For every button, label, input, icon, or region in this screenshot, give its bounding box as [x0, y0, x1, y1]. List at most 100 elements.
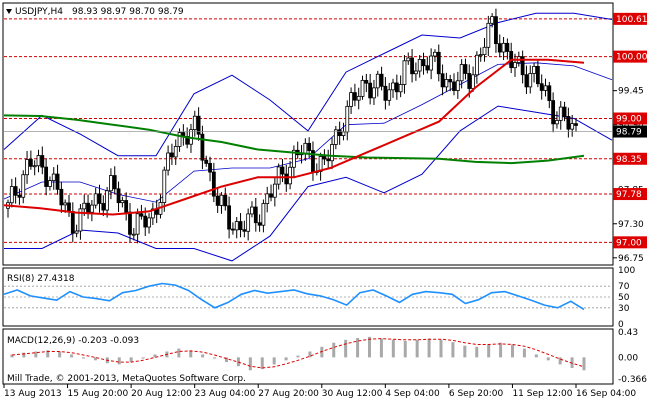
candle-body-67	[261, 203, 266, 226]
rsi-tick-label-1: 70	[618, 282, 630, 292]
candle-body-109	[421, 59, 426, 67]
candle-body-133	[513, 62, 517, 69]
candle-body-51	[200, 133, 205, 161]
candle-body-32	[128, 211, 132, 235]
ohlc-values: 98.93 98.97 98.70 98.79	[72, 7, 184, 17]
candle-body-100	[387, 89, 392, 101]
macd-bar-45	[546, 357, 550, 361]
candle-body-84	[326, 158, 331, 162]
candle-body-41	[162, 169, 167, 203]
candle-body-126	[486, 22, 491, 48]
macd-bar-18	[225, 357, 228, 363]
candle-body-49	[192, 115, 197, 131]
candle-body-92	[356, 95, 361, 101]
time-tick-label-2: 20 Aug 12:00	[131, 389, 192, 399]
candle-body-61	[238, 221, 243, 231]
macd-bar-41	[499, 342, 503, 358]
macd-bar-30	[368, 336, 371, 358]
macd-bar-15	[189, 350, 193, 358]
macd-bar-10	[129, 357, 133, 363]
candle-body-83	[322, 156, 327, 160]
level-tag-2	[613, 112, 647, 125]
candle-body-28	[112, 175, 117, 190]
macd-bar-9	[117, 357, 121, 365]
macd-bar-43	[522, 348, 526, 358]
candle-body-113	[436, 51, 441, 75]
candle-body-135	[520, 56, 525, 76]
level-tag-3	[613, 152, 647, 165]
current-price-label: 98.79	[616, 128, 642, 138]
time-tick-label-8: 11 Sep 12:00	[512, 389, 572, 399]
candle-body-145	[558, 106, 563, 121]
time-tick-label-7: 6 Sep 20:00	[449, 389, 504, 399]
candle-body-29	[116, 188, 121, 204]
candle-body-124	[478, 54, 483, 56]
candle-body-24	[97, 193, 102, 204]
candle-body-54	[211, 171, 216, 197]
macd-bar-32	[391, 339, 395, 358]
candle-body-36	[143, 215, 148, 228]
candle-body-125	[482, 46, 487, 55]
macd-bar-23	[284, 357, 288, 361]
candle-body-59	[231, 228, 235, 231]
candle-body-79	[307, 142, 312, 151]
candle-body-102	[394, 82, 399, 93]
macd-title: MACD(12,26,9) -0.203 -0.093	[7, 336, 139, 346]
candle-body-117	[452, 81, 456, 91]
candle-body-30	[120, 200, 125, 204]
macd-bar-42	[511, 344, 514, 358]
macd-bar-3	[46, 350, 50, 358]
candle-body-13	[55, 173, 60, 190]
candle-body-146	[562, 106, 567, 117]
candle-body-87	[337, 129, 342, 137]
candle-body-9	[40, 155, 45, 168]
macd-bar-35	[427, 338, 431, 358]
candle-body-4	[21, 174, 26, 198]
macd-bar-47	[570, 357, 574, 368]
macd-bar-44	[534, 354, 538, 358]
macd-bar-7	[93, 357, 97, 361]
candle-body-140	[539, 83, 544, 91]
candle-body-52	[204, 159, 209, 164]
macd-bar-1	[22, 352, 26, 358]
candle-body-73	[284, 173, 289, 185]
time-tick-label-9: 16 Sep 04:00	[576, 389, 636, 399]
symbol-label: USDJPY,H4	[15, 7, 63, 17]
candle-body-69	[269, 193, 273, 198]
candle-body-75	[292, 149, 296, 168]
macd-bar-11	[141, 357, 145, 359]
candle-body-82	[318, 156, 323, 172]
candle-body-116	[448, 79, 453, 83]
candle-body-63	[246, 213, 251, 232]
candle-body-149	[574, 123, 578, 126]
collapse-triangle-icon[interactable]	[6, 9, 12, 14]
macd-bar-20	[248, 357, 252, 371]
copyright-text: Mill Trade, © 2001-2013, MetaQuotes Soft…	[7, 374, 246, 384]
candle-body-129	[497, 43, 502, 53]
candle-body-53	[208, 163, 212, 173]
candle-body-43	[170, 152, 174, 158]
bollinger-lower-band	[4, 105, 613, 262]
level-tag-label-3: 98.35	[616, 155, 642, 165]
macd-bar-25	[308, 351, 312, 358]
candle-body-12	[51, 173, 56, 181]
candle-body-138	[532, 66, 536, 74]
candle-body-142	[547, 85, 552, 101]
candle-body-5	[25, 159, 29, 176]
candle-body-71	[276, 166, 281, 185]
level-tag-1	[613, 50, 647, 63]
time-tick-label-4: 27 Aug 20:00	[258, 389, 319, 399]
candle-body-57	[223, 194, 228, 207]
candle-body-7	[32, 165, 37, 168]
candle-body-127	[490, 16, 495, 24]
level-tag-label-1: 100.00	[616, 53, 648, 63]
candle-body-99	[383, 85, 388, 101]
level-tag-label-5: 97.00	[616, 238, 642, 248]
macd-bar-2	[34, 351, 38, 358]
candle-body-105	[406, 57, 411, 62]
ma-slow-line	[3, 114, 585, 165]
candle-body-55	[215, 195, 220, 206]
candle-body-139	[535, 66, 540, 85]
candle-body-110	[425, 65, 430, 71]
